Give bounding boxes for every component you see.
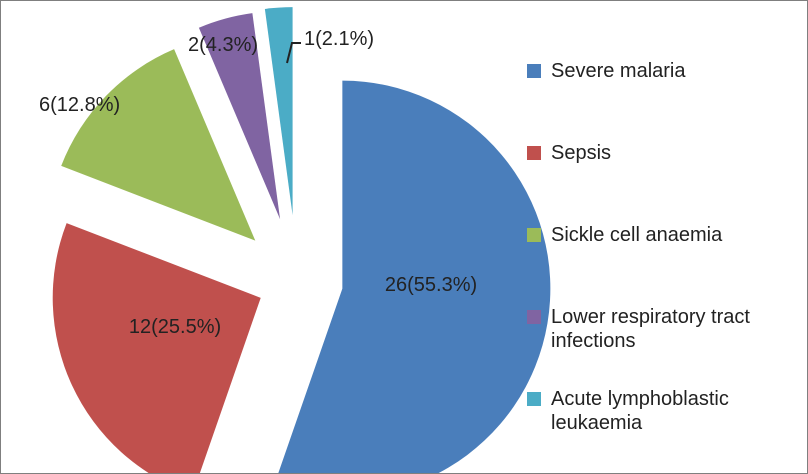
data-label-acute-lymphoblastic-leukaemia: 1(2.1%): [304, 28, 374, 50]
data-label-severe-malaria: 26(55.3%): [385, 274, 477, 296]
legend-swatch: [527, 146, 541, 160]
pie-slice-severe-malaria: [278, 80, 551, 473]
legend-label: Severe malaria: [551, 60, 686, 82]
data-label-sepsis: 12(25.5%): [129, 316, 221, 338]
pie-slice-sickle-cell-anaemia: [61, 49, 256, 241]
legend-label: Sepsis: [551, 142, 612, 164]
data-label-sickle-cell-anaemia: 6(12.8%): [39, 94, 120, 116]
pie-slice-sepsis: [52, 223, 261, 473]
legend-item-severe-malaria: Severe malaria: [527, 59, 801, 83]
leader-line: [286, 42, 301, 64]
legend-item-sepsis: Sepsis: [527, 141, 801, 165]
data-label-lower-respiratory-tract-infections: 2(4.3%): [188, 34, 258, 56]
legend-item-sickle-cell-anaemia: Sickle cell anaemia: [527, 223, 801, 247]
pie-slice-lower-respiratory-tract-infections: [198, 13, 281, 220]
legend-swatch: [527, 64, 541, 78]
pie-slice-acute-lymphoblastic-leukaemia: [264, 7, 293, 216]
legend-swatch: [527, 310, 541, 324]
legend-label: Sickle cell anaemia: [551, 224, 723, 246]
legend-label: Lower respiratory tract infections: [551, 306, 750, 352]
legend-swatch: [527, 228, 541, 242]
legend-label: Acute lymphoblastic leukaemia: [551, 388, 729, 434]
legend-item-acute-lymphoblastic-leukaemia: Acute lymphoblastic leukaemia: [527, 387, 801, 435]
legend-item-lower-respiratory-tract-infections: Lower respiratory tract infections: [527, 305, 801, 353]
legend-swatch: [527, 392, 541, 406]
